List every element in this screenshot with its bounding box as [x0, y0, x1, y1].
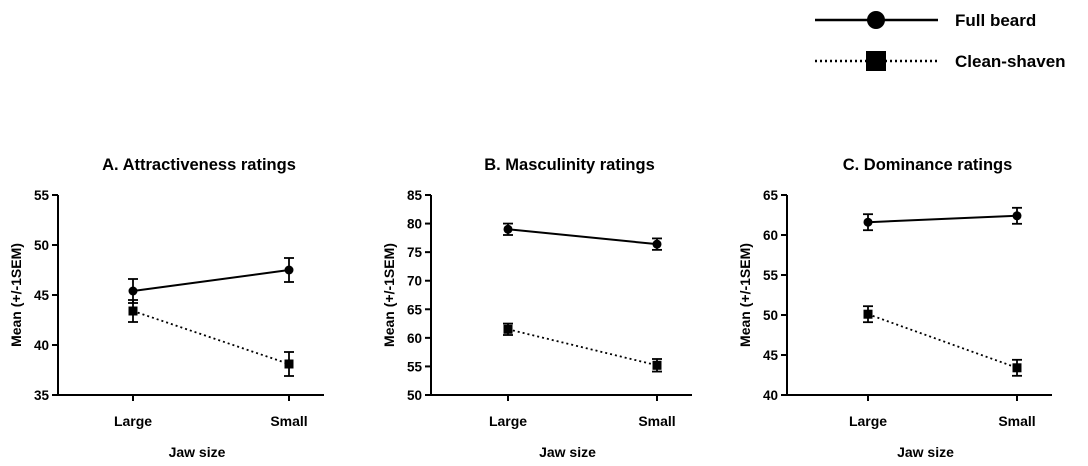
legend-item-full-beard: Full beard	[815, 11, 1036, 30]
y-tick-label: 65	[407, 302, 423, 317]
y-tick-label: 80	[407, 217, 422, 232]
y-tick-label: 40	[34, 338, 49, 353]
x-tick-label: Large	[114, 413, 152, 429]
data-point	[128, 286, 138, 296]
data-point	[284, 265, 294, 275]
y-tick-label: 50	[34, 238, 49, 253]
y-axis-label: Mean (+/-1SEM)	[737, 243, 753, 347]
series-line	[507, 328, 658, 367]
y-axis-label: Mean (+/-1SEM)	[8, 243, 24, 347]
x-tick-label: Small	[638, 413, 675, 429]
y-tick-label: 50	[407, 388, 422, 403]
series-line	[132, 310, 290, 365]
y-tick-label: 55	[763, 268, 779, 283]
chart-panel-2: C. Dominance ratings 40 45 50 55 60 65 Large Sma…	[737, 156, 1052, 460]
x-tick-label: Small	[270, 413, 307, 429]
data-point	[652, 360, 662, 370]
chart-panel-1: B. Masculinity ratings 50 55 60 65 70 75 80 85 La…	[381, 156, 692, 460]
y-tick-label: 65	[763, 188, 779, 203]
x-axis-label: Jaw size	[169, 444, 226, 460]
series-line	[507, 228, 658, 246]
y-tick-label: 45	[763, 348, 779, 363]
legend-clean-shaven-marker	[866, 51, 886, 71]
x-tick-label: Large	[489, 413, 527, 429]
x-axis-label: Jaw size	[897, 444, 954, 460]
y-tick-label: 40	[763, 388, 778, 403]
legend-clean-shaven-label: Clean-shaven	[955, 52, 1066, 71]
legend-full-beard-label: Full beard	[955, 11, 1036, 30]
y-axis-label: Mean (+/-1SEM)	[381, 243, 397, 347]
y-tick-label: 35	[34, 388, 50, 403]
chart-title: A. Attractiveness ratings	[102, 156, 296, 174]
chart-title: B. Masculinity ratings	[484, 156, 655, 174]
y-tick-label: 55	[407, 359, 423, 374]
data-point	[128, 306, 138, 316]
series-line	[867, 214, 1018, 224]
legend-full-beard-marker	[867, 11, 885, 29]
legend-item-clean-shaven: Clean-shaven	[815, 51, 1066, 71]
series-line	[132, 269, 290, 292]
data-point	[863, 217, 873, 227]
y-tick-label: 75	[407, 245, 423, 260]
x-tick-label: Large	[849, 413, 887, 429]
y-tick-label: 60	[763, 228, 778, 243]
y-tick-label: 70	[407, 274, 422, 289]
chart-panel-0: A. Attractiveness ratings 35 40 45 50 55 Large…	[8, 156, 324, 460]
y-tick-label: 50	[763, 308, 778, 323]
data-point	[503, 324, 513, 334]
y-tick-label: 85	[407, 188, 423, 203]
x-tick-label: Small	[998, 413, 1035, 429]
legend: Full beard Clean-shaven	[815, 11, 1066, 71]
data-point	[284, 359, 294, 369]
data-point	[1012, 363, 1022, 373]
chart-title: C. Dominance ratings	[843, 156, 1013, 174]
data-point	[503, 224, 513, 234]
series-line	[867, 313, 1018, 369]
x-axis-label: Jaw size	[539, 444, 596, 460]
y-tick-label: 55	[34, 188, 50, 203]
data-point	[652, 239, 662, 249]
y-tick-label: 45	[34, 288, 50, 303]
data-point	[1012, 211, 1022, 221]
data-point	[863, 309, 873, 319]
y-tick-label: 60	[407, 331, 422, 346]
